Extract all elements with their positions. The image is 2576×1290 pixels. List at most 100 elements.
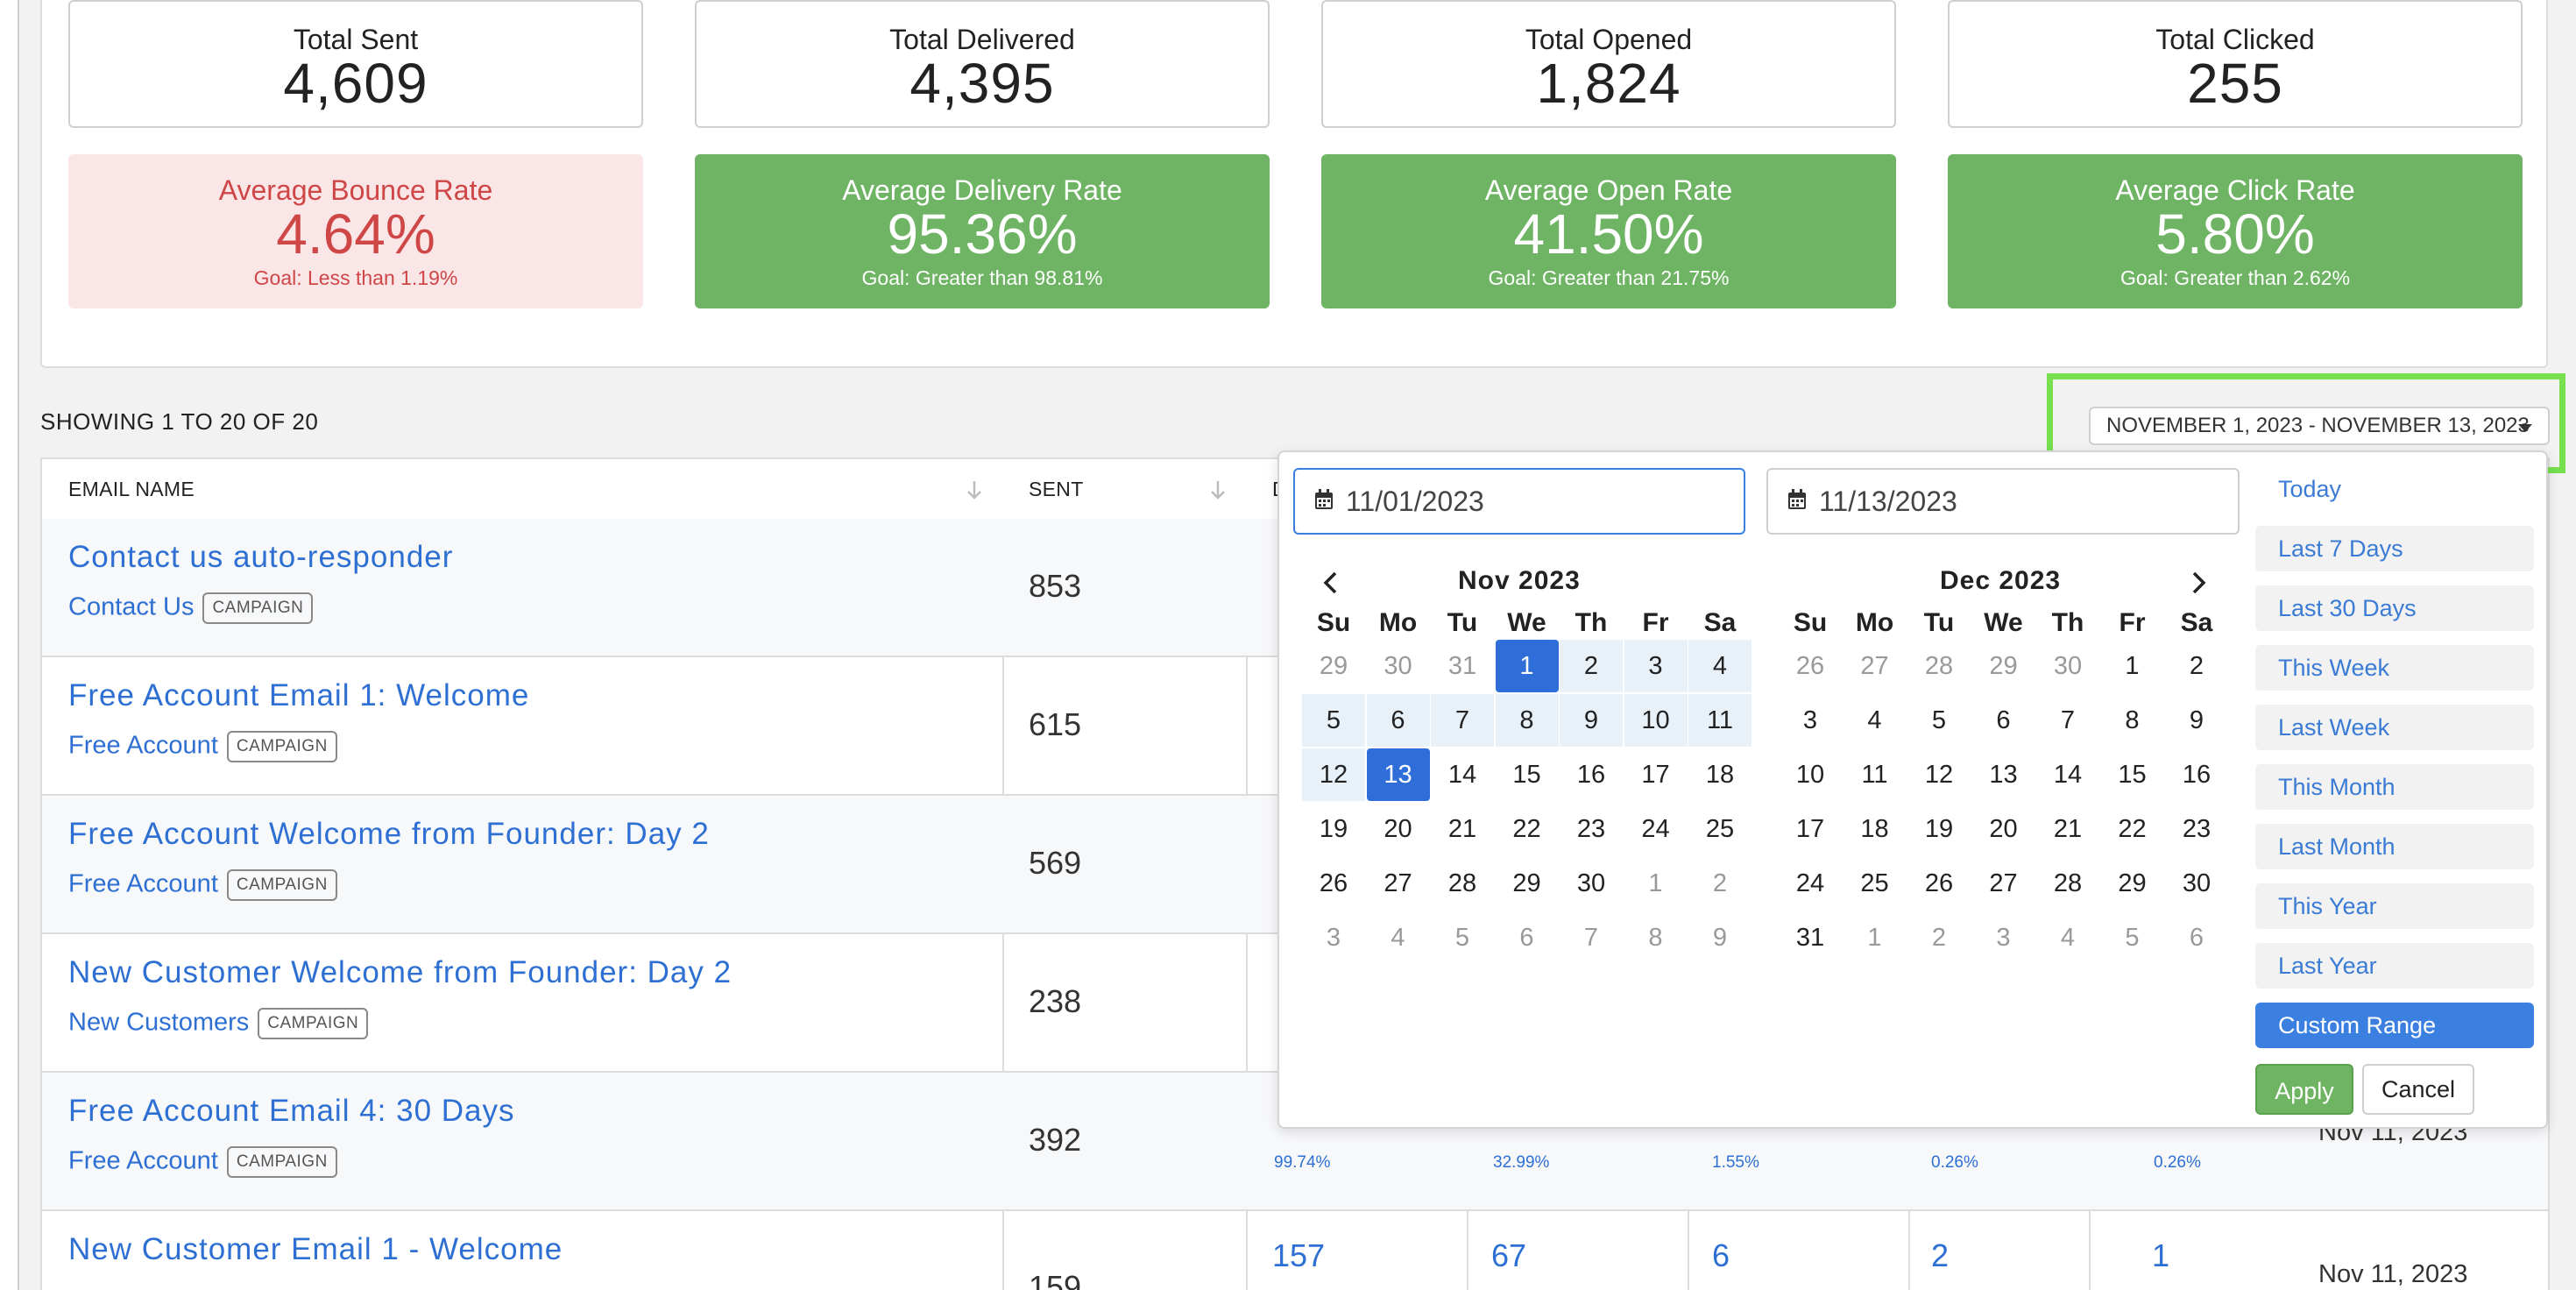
dec-day[interactable]: 29 — [1989, 652, 2018, 680]
nov-day[interactable]: 21 — [1447, 815, 1477, 843]
clicked-value[interactable]: 6 — [1712, 1237, 1730, 1273]
email-name-link[interactable]: New Customer Welcome from Founder: Day 2 — [68, 955, 732, 989]
email-name-link[interactable]: Free Account Email 4: 30 Days — [68, 1094, 515, 1128]
dec-day[interactable]: 6 — [1996, 706, 2011, 734]
email-name-link[interactable]: New Customer Email 1 - Welcome — [68, 1232, 563, 1266]
dec-day[interactable]: 18 — [1860, 815, 1889, 843]
table-row[interactable]: New Customer Email 1 - Welcome 159 157 6… — [42, 1211, 2548, 1290]
nov-day[interactable]: 15 — [1512, 761, 1541, 789]
dec-day[interactable]: 1 — [2125, 652, 2140, 680]
range-option[interactable]: This Month — [2255, 764, 2534, 810]
dec-day[interactable]: 1 — [1867, 924, 1882, 952]
nov-day[interactable]: 7 — [1431, 694, 1494, 747]
column-header-sent[interactable]: SENT — [1002, 459, 1246, 519]
dec-day[interactable]: 9 — [2189, 706, 2204, 734]
range-option[interactable]: Today — [2278, 476, 2342, 502]
dec-day[interactable]: 19 — [1924, 815, 1954, 843]
nov-day[interactable]: 1 — [1648, 869, 1663, 897]
nov-day[interactable]: 18 — [1705, 761, 1735, 789]
dec-day[interactable]: 29 — [2118, 869, 2147, 897]
dec-day[interactable]: 6 — [2189, 924, 2204, 952]
range-option[interactable]: Last Year — [2255, 943, 2534, 989]
nov-day[interactable]: 8 — [1648, 924, 1663, 952]
nov-day[interactable]: 1 — [1495, 640, 1559, 692]
range-option[interactable]: Custom Range — [2255, 1003, 2534, 1048]
nov-day[interactable]: 6 — [1366, 694, 1430, 747]
range-option[interactable]: This Week — [2255, 645, 2534, 691]
dec-day[interactable]: 3 — [1802, 706, 1818, 734]
nov-day[interactable]: 2 — [1560, 640, 1623, 692]
nov-day[interactable]: 19 — [1319, 815, 1348, 843]
dec-day[interactable]: 17 — [1795, 815, 1825, 843]
dec-day[interactable]: 3 — [1996, 924, 2011, 952]
chevron-left-icon[interactable] — [1318, 570, 1344, 596]
dec-day[interactable]: 8 — [2125, 706, 2140, 734]
nov-day[interactable]: 20 — [1384, 815, 1412, 843]
nov-day[interactable]: 9 — [1712, 924, 1728, 952]
dec-day[interactable]: 26 — [1795, 652, 1825, 680]
nov-day[interactable]: 30 — [1384, 652, 1412, 680]
column-header-email-name[interactable]: EMAIL NAME — [42, 459, 1002, 519]
list-link[interactable]: Contact Us — [68, 592, 195, 621]
dec-day[interactable]: 4 — [1867, 706, 1882, 734]
nov-day[interactable]: 24 — [1641, 815, 1670, 843]
chevron-right-icon[interactable] — [2185, 570, 2212, 596]
nov-day[interactable]: 3 — [1326, 924, 1341, 952]
nov-day[interactable]: 3 — [1624, 640, 1688, 692]
dec-day[interactable]: 28 — [1924, 652, 1954, 680]
dec-day[interactable]: 16 — [2182, 761, 2212, 789]
range-option[interactable]: Last 30 Days — [2255, 585, 2534, 631]
nov-day[interactable]: 11 — [1688, 694, 1752, 747]
nov-day[interactable]: 5 — [1302, 694, 1365, 747]
list-link[interactable]: Free Account — [68, 731, 218, 760]
list-link[interactable]: New Customers — [68, 1008, 250, 1037]
nov-day[interactable]: 25 — [1705, 815, 1735, 843]
nov-day[interactable]: 8 — [1495, 694, 1559, 747]
dec-day[interactable]: 30 — [2053, 652, 2083, 680]
dec-day[interactable]: 5 — [2125, 924, 2140, 952]
nov-day[interactable]: 22 — [1512, 815, 1541, 843]
dec-day[interactable]: 26 — [1924, 869, 1954, 897]
nov-day[interactable]: 17 — [1641, 761, 1670, 789]
opened-value[interactable]: 67 — [1491, 1237, 1527, 1273]
nov-day[interactable]: 23 — [1576, 815, 1606, 843]
dec-day[interactable]: 20 — [1989, 815, 2018, 843]
list-link[interactable]: Free Account — [68, 1146, 218, 1175]
cancel-button[interactable]: Cancel — [2362, 1064, 2474, 1115]
nov-day[interactable]: 12 — [1302, 748, 1365, 801]
dec-day[interactable]: 4 — [2060, 924, 2076, 952]
date-range-button[interactable]: NOVEMBER 1, 2023 - NOVEMBER 13, 2023 — [2089, 407, 2550, 445]
dec-day[interactable]: 27 — [1989, 869, 2018, 897]
bounced-value[interactable]: 2 — [1931, 1237, 1950, 1273]
dec-day[interactable]: 27 — [1860, 652, 1889, 680]
nov-day[interactable]: 5 — [1454, 924, 1470, 952]
nov-day[interactable]: 9 — [1560, 694, 1623, 747]
start-date-input[interactable]: 11/01/2023 — [1293, 468, 1745, 535]
nov-day[interactable]: 13 — [1366, 748, 1430, 801]
nov-day[interactable]: 6 — [1519, 924, 1534, 952]
range-option[interactable]: Last 7 Days — [2255, 526, 2534, 571]
dec-day[interactable]: 15 — [2118, 761, 2147, 789]
range-option[interactable]: Last Month — [2255, 824, 2534, 869]
delivered-value[interactable]: 157 — [1272, 1237, 1326, 1273]
dec-day[interactable]: 30 — [2182, 869, 2212, 897]
list-link[interactable]: Free Account — [68, 869, 218, 898]
dec-day[interactable]: 2 — [2189, 652, 2204, 680]
dec-day[interactable]: 7 — [2060, 706, 2076, 734]
nov-day[interactable]: 26 — [1319, 869, 1348, 897]
dec-day[interactable]: 10 — [1795, 761, 1825, 789]
dec-day[interactable]: 12 — [1924, 761, 1954, 789]
nov-day[interactable]: 29 — [1319, 652, 1348, 680]
nov-day[interactable]: 4 — [1688, 640, 1752, 692]
dec-day[interactable]: 25 — [1860, 869, 1889, 897]
dec-day[interactable]: 23 — [2182, 815, 2212, 843]
dec-day[interactable]: 2 — [1931, 924, 1947, 952]
dec-day[interactable]: 13 — [1989, 761, 2018, 789]
nov-day[interactable]: 29 — [1512, 869, 1541, 897]
dec-day[interactable]: 24 — [1795, 869, 1825, 897]
range-option[interactable]: This Year — [2255, 883, 2534, 929]
nov-day[interactable]: 10 — [1624, 694, 1688, 747]
email-name-link[interactable]: Free Account Welcome from Founder: Day 2 — [68, 817, 710, 851]
nov-day[interactable]: 7 — [1583, 924, 1599, 952]
dec-day[interactable]: 28 — [2053, 869, 2083, 897]
